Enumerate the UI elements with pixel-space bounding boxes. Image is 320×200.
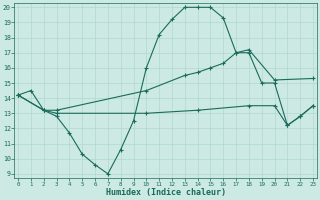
- X-axis label: Humidex (Indice chaleur): Humidex (Indice chaleur): [106, 188, 226, 197]
